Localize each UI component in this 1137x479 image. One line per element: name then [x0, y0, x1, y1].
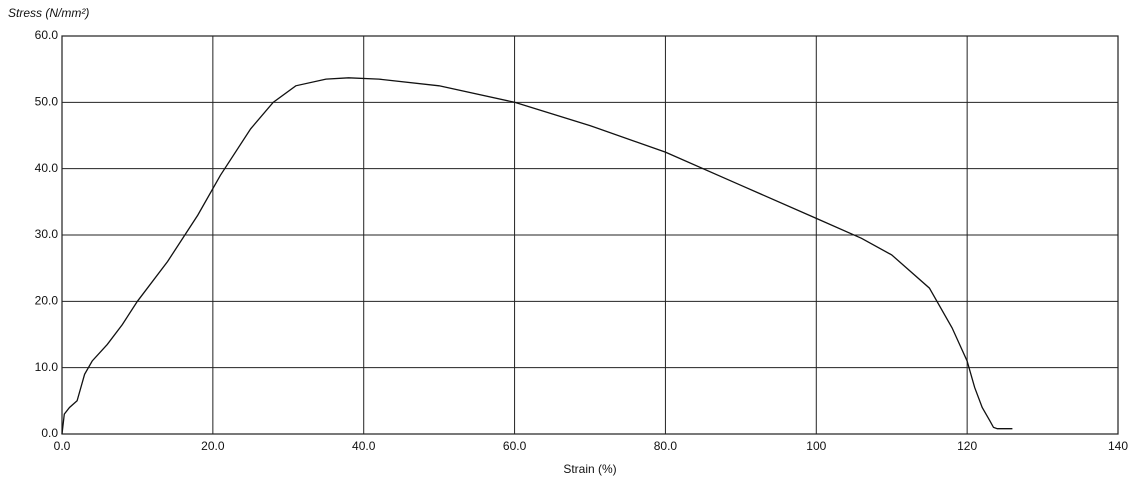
x-tick-label: 80.0: [654, 439, 678, 453]
x-tick-label: 120: [957, 439, 977, 453]
y-tick-label: 50.0: [35, 95, 59, 109]
x-axis-title: Strain (%): [563, 462, 616, 476]
y-tick-label: 20.0: [35, 294, 59, 308]
y-tick-label: 60.0: [35, 28, 59, 42]
x-tick-label: 60.0: [503, 439, 527, 453]
x-tick-label: 40.0: [352, 439, 376, 453]
y-tick-label: 0.0: [41, 426, 58, 440]
x-tick-label: 20.0: [201, 439, 225, 453]
y-tick-label: 40.0: [35, 161, 59, 175]
y-tick-label: 30.0: [35, 227, 59, 241]
x-tick-label: 100: [806, 439, 826, 453]
x-tick-label: 140: [1108, 439, 1128, 453]
stress-strain-line: [61, 77, 1013, 435]
x-tick-label: 0.0: [54, 439, 71, 453]
y-tick-label: 10.0: [35, 360, 59, 374]
y-axis-title: Stress (N/mm²): [8, 6, 89, 20]
